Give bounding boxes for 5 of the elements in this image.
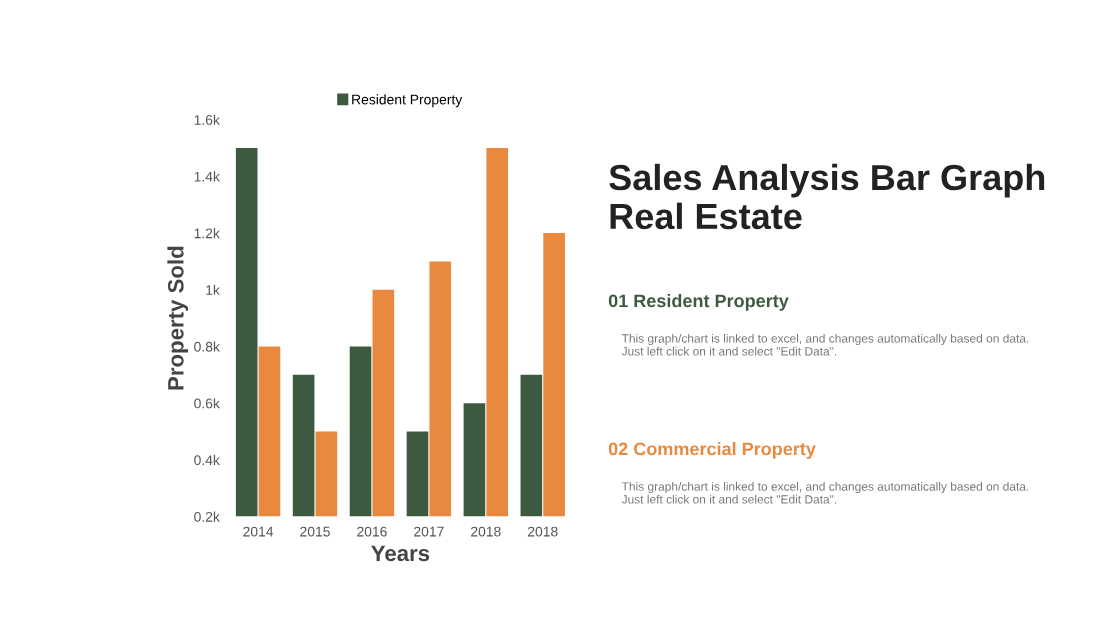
- x-axis-title: Years: [371, 545, 430, 562]
- text: 01 Resident Property: [608, 293, 789, 311]
- text: 02 Commercial Property: [608, 442, 816, 459]
- text: Sales Analysis Bar Graph Real Estate: [609, 163, 1045, 230]
- y-axis-title: Property Sold: [167, 246, 189, 390]
